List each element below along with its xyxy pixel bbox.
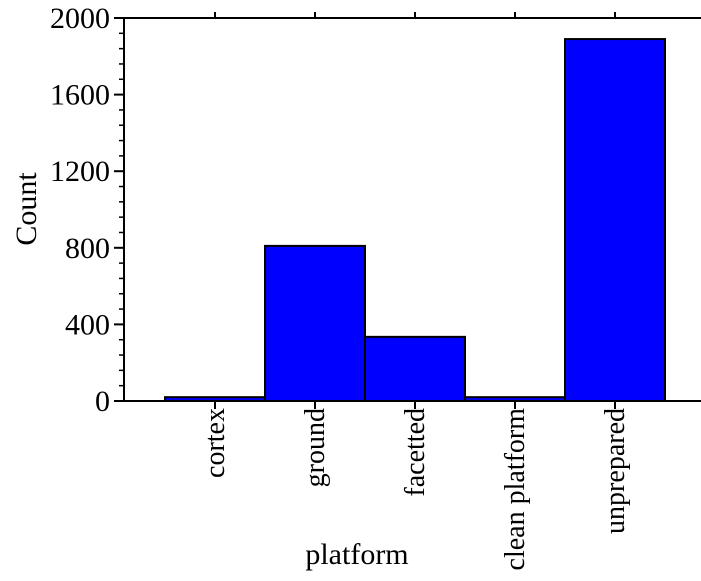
axes-group [123, 17, 701, 402]
y-tick-label: 800 [65, 232, 110, 265]
x-category-label-facetted: facetted [400, 408, 431, 497]
bar-ground [264, 244, 366, 402]
x-category-label-ground: ground [300, 408, 331, 487]
x-ticks-group [214, 12, 616, 409]
bars-group [164, 38, 666, 403]
y-tick-label: 400 [65, 308, 110, 341]
y-tick-label: 0 [95, 385, 110, 418]
x-axis-title: platform [305, 538, 408, 571]
y-tick-label: 1600 [50, 79, 110, 112]
x-category-label-cortex: cortex [200, 408, 231, 478]
bar-facetted [364, 335, 466, 402]
y-tick-label: 2000 [50, 2, 110, 35]
y-axis-title: Count [10, 172, 43, 246]
y-ticks-group: 0 400 800 1200 1600 2000 [50, 2, 124, 418]
bar-unprepared [564, 38, 666, 402]
y-tick-label: 1200 [50, 155, 110, 188]
x-category-label-unprepared: unprepared [600, 408, 631, 534]
category-labels-group: cortex ground facetted clean platform unprep… [200, 408, 631, 571]
x-category-label-clean-platform: clean platform [500, 408, 531, 571]
